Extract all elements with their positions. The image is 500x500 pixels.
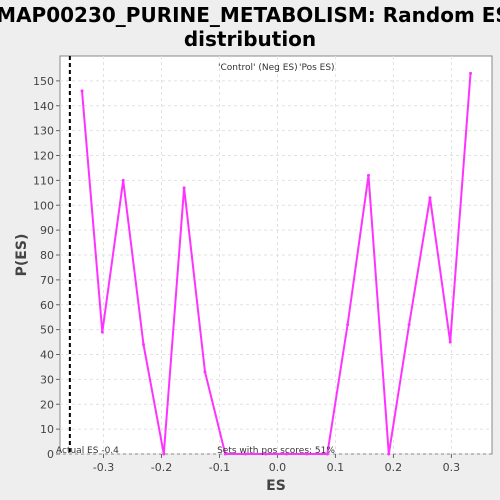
x-tick-label: 0.3 xyxy=(443,461,461,474)
y-tick-label: 90 xyxy=(40,224,54,237)
y-tick-label: 100 xyxy=(33,199,54,212)
legend-neg-label: 'Control' (Neg ES) xyxy=(218,63,298,73)
y-tick-label: 120 xyxy=(33,150,54,163)
series-point xyxy=(100,330,104,334)
series-point xyxy=(203,370,207,374)
y-tick-label: 110 xyxy=(33,174,54,187)
series-point xyxy=(469,71,473,75)
actual-es-label: Actual ES -0.4 xyxy=(56,446,119,456)
series-point xyxy=(428,196,432,200)
chart-title-line1: MAP00230_PURINE_METABOLISM: Random ES xyxy=(0,3,500,27)
y-axis-label: P(ES) xyxy=(14,234,30,277)
y-axis-ticks: 0 10 20 30 40 50 60 70 80 90 100 110 120 130 140 150 xyxy=(33,75,60,461)
series-point xyxy=(244,452,248,456)
y-tick-label: 30 xyxy=(40,373,54,386)
series-points xyxy=(80,71,473,456)
series-point xyxy=(264,452,268,456)
y-tick-label: 140 xyxy=(33,100,54,113)
y-tick-label: 40 xyxy=(40,349,54,362)
series-point xyxy=(142,343,146,347)
y-tick-label: 20 xyxy=(40,398,54,411)
x-axis-ticks: -0.3 -0.2 -0.1 0.0 0.1 0.2 0.3 xyxy=(93,454,460,474)
series-point xyxy=(80,89,84,93)
x-tick-label: 0.1 xyxy=(327,461,345,474)
series-point xyxy=(346,323,350,327)
series-point xyxy=(448,340,452,344)
x-axis-label: ES xyxy=(266,478,286,494)
series-point xyxy=(285,452,289,456)
y-tick-label: 150 xyxy=(33,75,54,88)
y-tick-label: 10 xyxy=(40,423,54,436)
y-tick-label: 80 xyxy=(40,249,54,262)
y-tick-label: 60 xyxy=(40,299,54,312)
series-point xyxy=(366,173,370,177)
x-tick-label: 0.2 xyxy=(385,461,403,474)
series-point xyxy=(407,323,411,327)
series-point xyxy=(305,452,309,456)
y-tick-label: 0 xyxy=(47,448,54,461)
series-point xyxy=(162,452,166,456)
series-point xyxy=(182,186,186,190)
legend-pos-label: 'Pos ES) xyxy=(299,63,335,73)
x-tick-label: -0.1 xyxy=(209,461,230,474)
series-point xyxy=(223,452,227,456)
x-tick-label: 0.0 xyxy=(269,461,287,474)
x-tick-label: -0.3 xyxy=(93,461,114,474)
series-point xyxy=(121,178,125,182)
series-point xyxy=(387,452,391,456)
y-tick-label: 50 xyxy=(40,324,54,337)
series-point xyxy=(325,452,329,456)
chart-title-line2: distribution xyxy=(184,27,316,51)
x-tick-label: -0.2 xyxy=(151,461,172,474)
pos-scores-annotation: Sets with pos scores: 51% xyxy=(217,446,335,456)
y-tick-label: 70 xyxy=(40,274,54,287)
y-tick-label: 130 xyxy=(33,125,54,138)
series-line xyxy=(81,73,472,455)
